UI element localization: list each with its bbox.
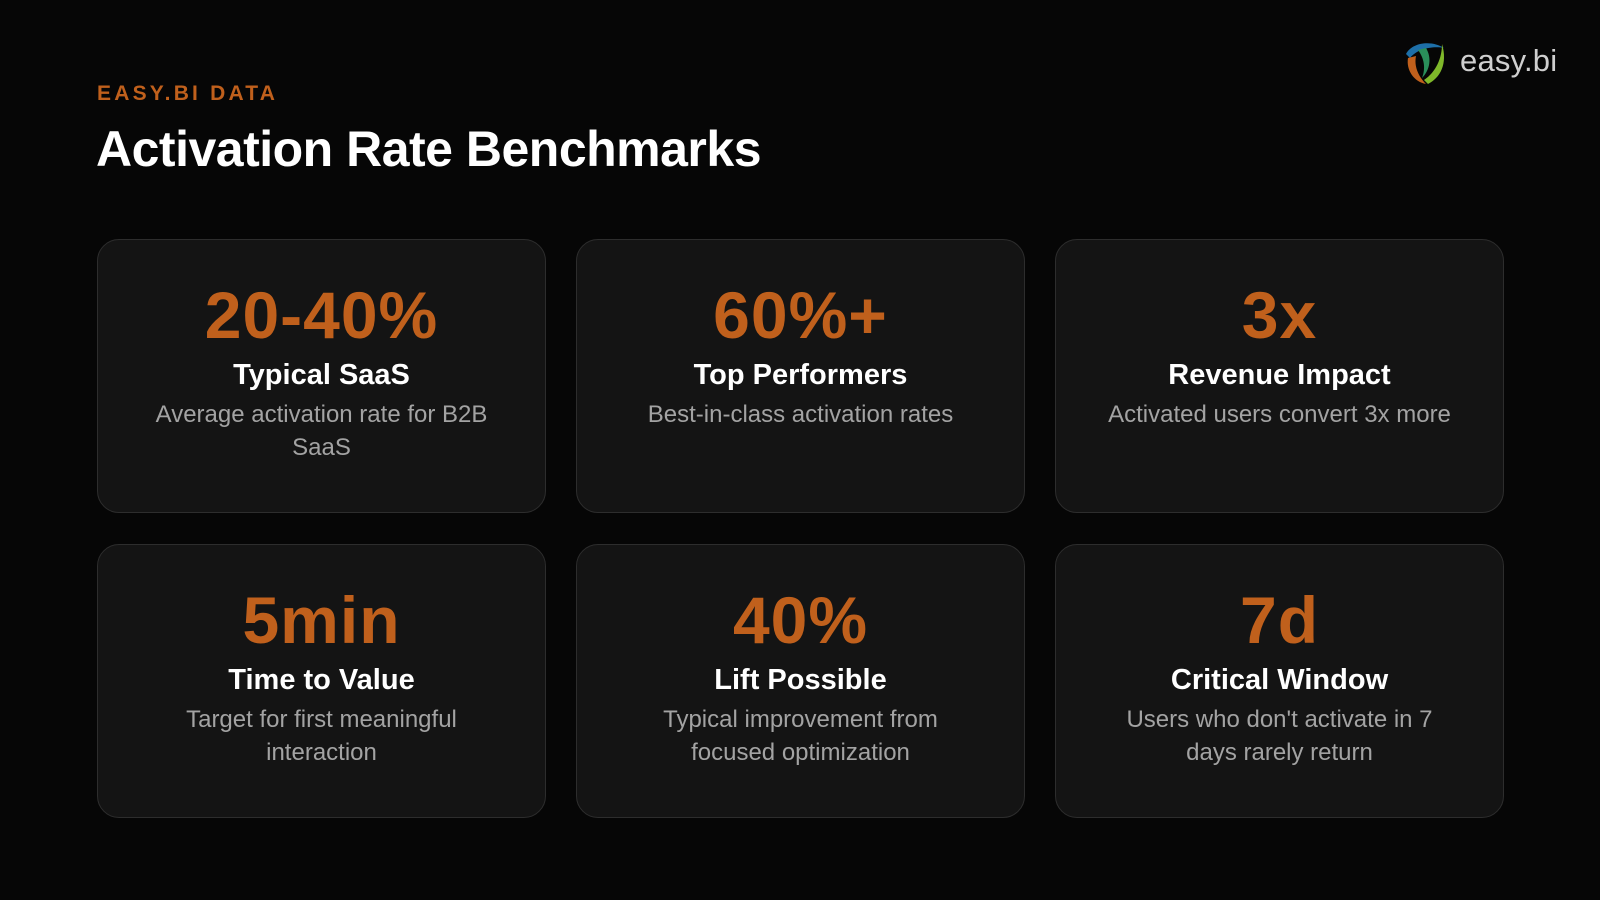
card-value: 20-40% [204, 278, 439, 352]
easybi-swirl-logo-icon [1398, 34, 1452, 88]
card-description: Best-in-class activation rates [647, 401, 954, 428]
card-label: Revenue Impact [1168, 359, 1391, 391]
card-label: Critical Window [1170, 664, 1389, 696]
card-label: Top Performers [693, 359, 908, 391]
card-value: 5min [242, 583, 401, 657]
brand-logo: easy.bi [1398, 34, 1557, 88]
card-value: 40% [732, 583, 869, 657]
benchmark-card-top-performers: 60%+ Top Performers Best-in-class activa… [576, 239, 1025, 513]
card-label: Time to Value [228, 664, 415, 696]
card-value: 7d [1239, 583, 1320, 657]
card-description: Activated users convert 3x more [1108, 401, 1451, 428]
card-description: Users who don't activate in 7 days rarel… [1126, 706, 1433, 766]
section-eyebrow: EASY.BI DATA [97, 82, 279, 105]
card-description: Typical improvement from focused optimiz… [663, 706, 938, 766]
benchmark-card-time-to-value: 5min Time to Value Target for first mean… [97, 544, 546, 818]
card-value: 3x [1241, 278, 1318, 352]
page-title: Activation Rate Benchmarks [96, 121, 762, 177]
card-label: Typical SaaS [233, 359, 410, 391]
card-description: Average activation rate for B2B SaaS [155, 401, 488, 461]
benchmark-grid: 20-40% Typical SaaS Average activation r… [97, 239, 1504, 818]
card-value: 60%+ [713, 278, 888, 352]
logo-wordmark: easy.bi [1460, 43, 1558, 78]
card-label: Lift Possible [714, 664, 887, 696]
card-description: Target for first meaningful interaction [186, 706, 457, 766]
benchmark-card-typical-saas: 20-40% Typical SaaS Average activation r… [97, 239, 546, 513]
benchmark-card-critical-window: 7d Critical Window Users who don't activ… [1055, 544, 1504, 818]
benchmark-card-lift-possible: 40% Lift Possible Typical improvement fr… [576, 544, 1025, 818]
benchmark-card-revenue-impact: 3x Revenue Impact Activated users conver… [1055, 239, 1504, 513]
